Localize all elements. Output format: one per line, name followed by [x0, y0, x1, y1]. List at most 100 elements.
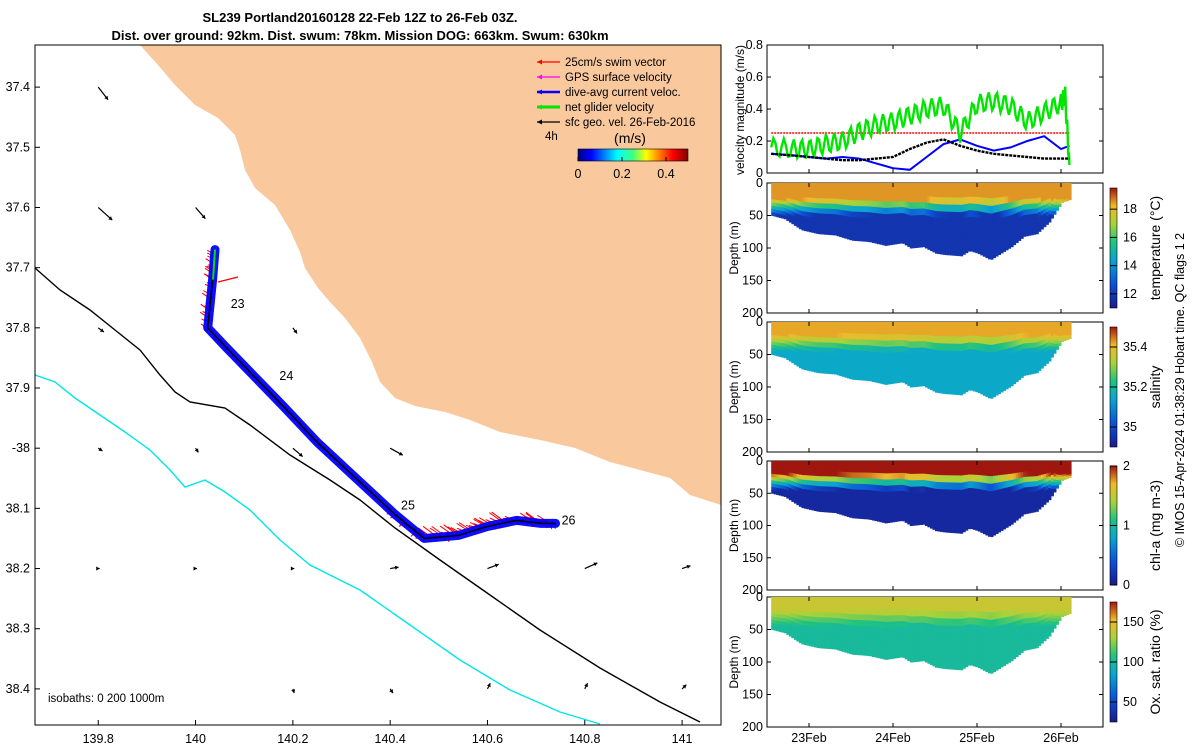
- section-cell: [1023, 487, 1027, 494]
- section-cell: [945, 247, 949, 256]
- section-cell: [839, 618, 843, 625]
- section-cell: [882, 652, 886, 660]
- section-cell: [1020, 344, 1024, 351]
- section-cell: [1035, 213, 1039, 219]
- section-cell: [796, 627, 800, 633]
- section-cell: [957, 461, 961, 469]
- section-cell: [912, 597, 916, 604]
- sfc-vector-head-17: [389, 689, 393, 694]
- section-cell: [995, 468, 999, 476]
- section-cell: [803, 503, 807, 509]
- section-cell: [786, 615, 790, 620]
- section-cell: [844, 366, 848, 373]
- section-cell: [970, 183, 974, 191]
- section-cell: [897, 195, 901, 202]
- section-cell: [816, 491, 820, 497]
- section-cell: [844, 327, 848, 334]
- section-cell: [887, 183, 891, 190]
- section-cell: [1055, 330, 1059, 334]
- section-cell: [960, 511, 964, 520]
- section-cell: [783, 347, 787, 352]
- section-cell: [1063, 473, 1067, 477]
- section-cell: [924, 235, 928, 242]
- section-cell: [814, 356, 818, 363]
- section-cell: [927, 513, 931, 521]
- section-cell: [1003, 501, 1007, 509]
- section-cell: [1020, 199, 1024, 206]
- section-cell: [879, 473, 883, 480]
- section-cell: [877, 231, 881, 239]
- section-cell: [771, 623, 775, 627]
- section-cell: [884, 491, 888, 499]
- section-cell: [952, 240, 956, 249]
- section-cell: [773, 322, 777, 326]
- section-cell: [877, 503, 881, 510]
- section-cell: [909, 597, 913, 604]
- section-cell: [1038, 461, 1042, 467]
- section-cell: [907, 347, 911, 355]
- map-y-tick-label: 37.9: [6, 381, 30, 395]
- section-cell: [907, 208, 911, 216]
- section-cell: [771, 186, 775, 190]
- section-cell: [982, 204, 986, 213]
- section-cell: [1063, 323, 1067, 327]
- section-cell: [967, 474, 971, 482]
- section-cell: [788, 206, 792, 211]
- section-cell: [985, 483, 989, 492]
- section-cell: [773, 490, 777, 495]
- section-cell: [922, 233, 926, 241]
- section-cell: [781, 322, 785, 327]
- section-cell: [783, 186, 787, 191]
- section-cell: [970, 322, 974, 330]
- section-cell: [877, 597, 881, 604]
- section-cell: [839, 183, 843, 189]
- section-cell: [1038, 331, 1042, 338]
- section-cell: [864, 466, 868, 474]
- section-cell: [882, 597, 886, 604]
- section-cell: [924, 341, 928, 349]
- section-cell: [1013, 516, 1017, 523]
- section-cell: [942, 475, 946, 483]
- section-cell: [947, 625, 951, 634]
- section-cell: [786, 630, 790, 635]
- section-cell: [786, 494, 790, 499]
- section-cell: [884, 334, 888, 342]
- section-cell: [791, 625, 795, 631]
- section-cell: [877, 509, 881, 516]
- section-cell: [851, 333, 855, 340]
- section-cell: [962, 357, 966, 366]
- section-cell: [998, 357, 1002, 366]
- section-cell: [1000, 328, 1004, 337]
- section-cell: [851, 228, 855, 236]
- section-cell: [793, 347, 797, 353]
- section-cell: [960, 197, 964, 206]
- section-cell: [1066, 336, 1070, 339]
- section-cell: [778, 488, 782, 493]
- section-cell: [861, 362, 865, 369]
- section-cell: [929, 624, 933, 632]
- section-cell: [947, 329, 951, 337]
- section-cell: [874, 346, 878, 353]
- section-cell: [803, 183, 807, 189]
- section-cell: [887, 516, 891, 524]
- section-cell: [829, 322, 833, 328]
- section-cell: [940, 239, 944, 248]
- section-cell: [952, 204, 956, 213]
- section-cell: [914, 234, 918, 242]
- section-cell: [814, 461, 818, 467]
- section-cell: [773, 183, 777, 187]
- section-cell: [965, 631, 969, 640]
- section-cell: [942, 597, 946, 605]
- section-cell: [932, 624, 936, 632]
- section-cell: [892, 340, 896, 347]
- section-cell: [793, 338, 797, 344]
- section-cell: [1043, 196, 1047, 201]
- section-cell: [892, 189, 896, 196]
- section-cell: [937, 246, 941, 255]
- section-cell: [1033, 183, 1037, 189]
- section-cell: [834, 628, 838, 634]
- section-cell: [940, 517, 944, 525]
- section-cell: [798, 358, 802, 364]
- section-cell: [1008, 480, 1012, 488]
- section-cell: [791, 621, 795, 627]
